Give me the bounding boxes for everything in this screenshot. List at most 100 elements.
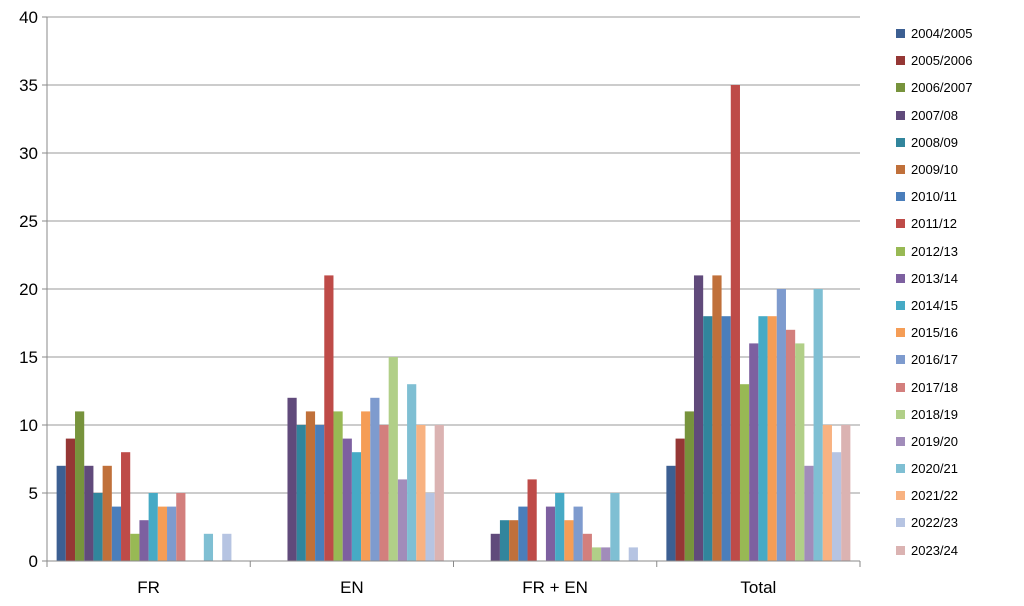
x-category-labels: FR EN FR + EN Total <box>137 578 776 597</box>
legend-swatch <box>896 518 905 528</box>
bar <box>610 493 620 561</box>
legend-item: 2016/17 <box>896 346 1021 373</box>
bar <box>582 533 592 561</box>
bar <box>712 275 722 561</box>
legend-label: 2007/08 <box>911 107 958 123</box>
bar <box>287 397 297 561</box>
bar <box>758 316 768 561</box>
legend-label: 2015/16 <box>911 325 958 341</box>
legend-label: 2013/14 <box>911 270 958 286</box>
bar <box>822 425 832 561</box>
legend-swatch <box>896 436 905 446</box>
bar <box>425 493 435 561</box>
bar <box>564 520 574 561</box>
bar <box>804 465 814 561</box>
bar <box>139 520 149 561</box>
legend-swatch <box>896 219 905 229</box>
bar <box>370 397 380 561</box>
bars <box>56 85 851 561</box>
x-category-label: FR <box>137 578 160 597</box>
x-category-label: Total <box>740 578 776 597</box>
legend-swatch <box>896 464 905 474</box>
bar <box>379 425 389 561</box>
legend-item: 2020/21 <box>896 455 1021 482</box>
y-tick-label: 15 <box>19 348 38 367</box>
legend-swatch <box>896 355 905 365</box>
legend-label: 2019/20 <box>911 433 958 449</box>
axes <box>42 16 861 567</box>
y-tick-label: 35 <box>19 76 38 95</box>
bar <box>776 289 786 561</box>
legend-label: 2018/19 <box>911 406 958 422</box>
x-category-label: FR + EN <box>522 578 588 597</box>
bar <box>121 452 131 561</box>
bar <box>56 465 66 561</box>
bar <box>157 506 168 561</box>
legend-item: 2008/09 <box>896 129 1021 156</box>
bar <box>65 438 76 561</box>
legend-swatch <box>896 382 905 392</box>
legend-label: 2017/18 <box>911 379 958 395</box>
legend-swatch <box>896 273 905 283</box>
legend-item: 2014/15 <box>896 292 1021 319</box>
bar <box>434 425 444 561</box>
bar <box>730 85 740 561</box>
bar <box>388 357 398 561</box>
legend-swatch <box>896 192 905 202</box>
bar <box>721 316 731 561</box>
legend-swatch <box>896 29 905 39</box>
bar <box>573 506 583 561</box>
legend-swatch <box>896 110 905 120</box>
bar <box>767 316 777 561</box>
bar <box>361 411 371 561</box>
legend-swatch <box>896 246 905 256</box>
legend-swatch <box>896 83 905 93</box>
bar <box>703 316 713 561</box>
legend-label: 2004/2005 <box>911 26 973 42</box>
bar <box>601 547 611 561</box>
legend-item: 2009/10 <box>896 156 1021 183</box>
y-tick-label: 0 <box>29 552 38 571</box>
bar <box>296 425 306 561</box>
bar <box>509 520 519 561</box>
bar <box>407 384 417 561</box>
y-tick-label: 30 <box>19 144 38 163</box>
legend-item: 2015/16 <box>896 319 1021 346</box>
legend-item: 2005/2006 <box>896 47 1021 74</box>
legend-item: 2004/2005 <box>896 20 1021 47</box>
bar <box>675 438 685 561</box>
legend-swatch <box>896 56 905 66</box>
legend-label: 2014/15 <box>911 297 958 313</box>
legend-label: 2011/12 <box>911 216 958 232</box>
legend-label: 2012/13 <box>911 243 958 259</box>
y-tick-label: 20 <box>19 280 38 299</box>
y-tick-label: 10 <box>19 416 38 435</box>
bar <box>130 533 140 561</box>
legend-item: 2022/23 <box>896 509 1021 536</box>
x-category-label: EN <box>340 578 364 597</box>
bar <box>499 520 510 561</box>
bar <box>111 506 122 561</box>
bar <box>324 275 334 561</box>
legend-item: 2017/18 <box>896 373 1021 400</box>
bar <box>342 438 352 561</box>
bar <box>490 533 500 561</box>
bar <box>397 479 408 561</box>
bar <box>545 506 556 561</box>
legend-label: 2021/22 <box>911 488 958 504</box>
legend-item: 2010/11 <box>896 183 1021 210</box>
bar <box>555 493 565 561</box>
legend-swatch <box>896 137 905 147</box>
bar <box>315 425 325 561</box>
legend-item: 2011/12 <box>896 210 1021 237</box>
bar <box>628 547 638 561</box>
bar <box>693 275 704 561</box>
legend-item: 2021/22 <box>896 482 1021 509</box>
legend-swatch <box>896 300 905 310</box>
legend-swatch <box>896 545 905 555</box>
legend-swatch <box>896 328 905 338</box>
legend-label: 2009/10 <box>911 162 958 178</box>
bar <box>203 533 214 561</box>
bar <box>75 411 85 561</box>
